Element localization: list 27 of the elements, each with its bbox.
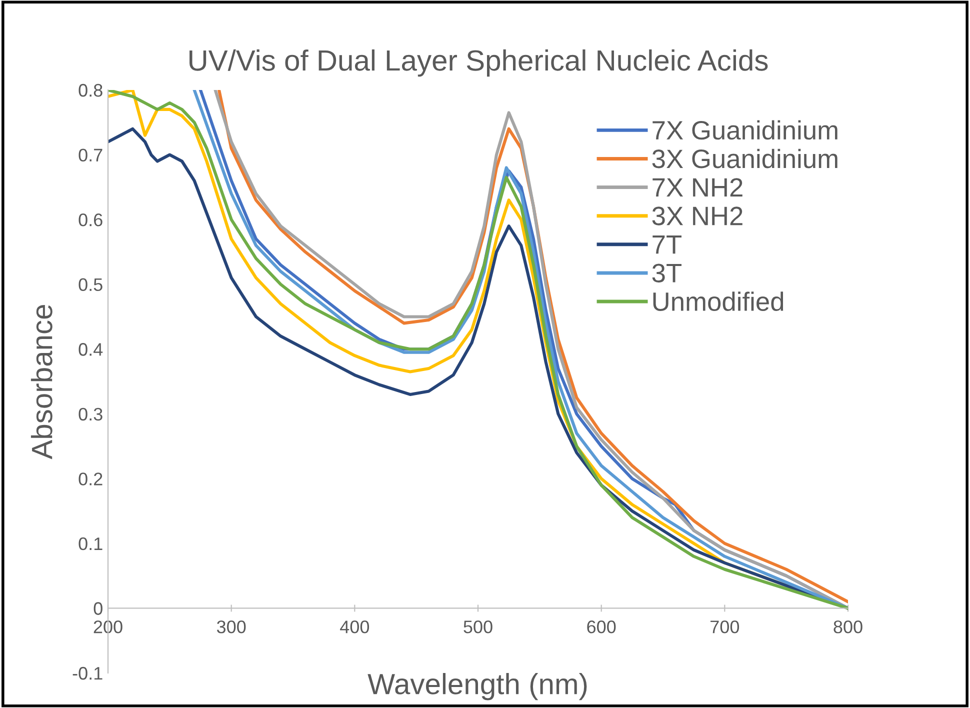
chart-title: UV/Vis of Dual Layer Spherical Nucleic Acids — [190, 49, 768, 77]
legend-label: 7T — [652, 235, 682, 254]
x-tick-label: 500 — [464, 620, 492, 634]
x-tick-label: 200 — [94, 620, 122, 634]
y-tick-label: 0 — [94, 602, 102, 615]
legend-label: 7X Guanidinium — [652, 120, 838, 140]
y-axis-title: Absorbance — [30, 304, 52, 460]
y-tick-label: 0.8 — [78, 84, 102, 97]
legend-label: 3X Guanidinium — [652, 148, 838, 168]
x-tick-label: 800 — [834, 620, 862, 634]
x-tick-label: 300 — [216, 620, 246, 634]
y-tick-label: 0.3 — [78, 408, 102, 421]
y-tick-label: 0.1 — [78, 537, 102, 550]
x-tick-label: 600 — [587, 620, 616, 634]
y-tick-label: 0.4 — [78, 343, 103, 356]
x-axis-title: Wavelength (nm) — [368, 673, 587, 700]
y-tick-label: 0.7 — [78, 148, 102, 162]
y-tick-label: -0.1 — [72, 666, 102, 680]
legend-label: 7X NH2 — [652, 178, 742, 197]
x-tick-label: 400 — [340, 620, 370, 634]
legend-label: Unmodified — [653, 292, 784, 312]
y-tick-label: 0.6 — [78, 213, 102, 226]
legend-label: 3T — [652, 264, 682, 282]
y-tick-label: 0.2 — [78, 472, 102, 486]
legend-label: 3X NH2 — [652, 206, 742, 226]
x-tick-label: 700 — [710, 620, 740, 634]
y-tick-label: 0.5 — [78, 278, 102, 292]
